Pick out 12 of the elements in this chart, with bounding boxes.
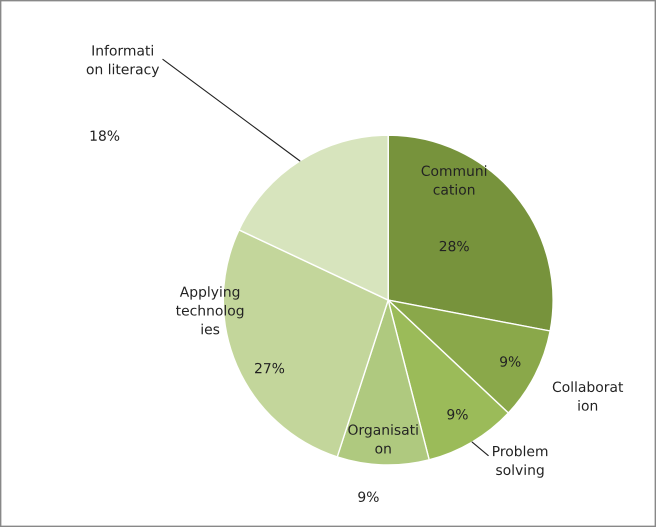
data-label: 9% [447,409,468,420]
data-label: 9% [358,492,379,502]
slice-label: Organisati on [348,424,418,454]
data-label: 9% [500,356,520,367]
data-label: 28% [440,240,469,252]
slice-label: Problem solving [493,446,548,478]
data-label: 18% [90,130,120,141]
slice-label: Applying technolog ies [176,286,244,334]
slice-label: Collaborat ion [552,381,624,411]
slice-label: Informati on literacy [86,44,160,78]
slice-label: Communi cation [422,165,486,195]
data-label: 27% [255,362,284,374]
